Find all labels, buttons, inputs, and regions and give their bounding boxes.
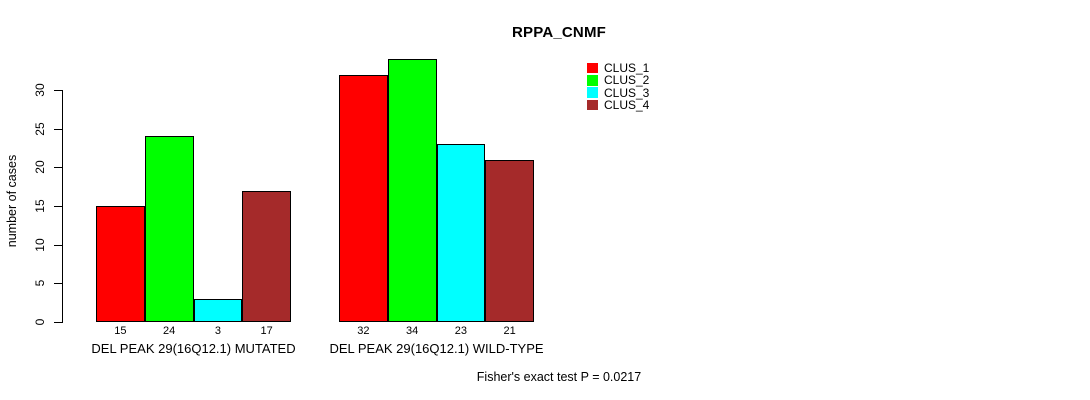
- bar-clus_1-group1: [96, 206, 145, 322]
- y-axis-tick: [54, 206, 62, 208]
- legend-item: CLUS_1: [587, 62, 649, 74]
- bar-clus_1-group2: [339, 74, 388, 322]
- legend-swatch-clus_4: [587, 99, 598, 111]
- legend-label: CLUS_4: [604, 98, 650, 113]
- legend-item: CLUS_2: [587, 74, 649, 86]
- legend-item: CLUS_4: [587, 99, 649, 111]
- y-axis-tick: [54, 244, 62, 246]
- bar-value-label: 34: [406, 325, 419, 337]
- bar-value-label: 17: [260, 325, 273, 337]
- x-group-label: DEL PEAK 29(16Q12.1) MUTATED: [91, 341, 296, 356]
- y-axis-tick: [54, 90, 62, 92]
- y-axis-tick: [54, 128, 62, 130]
- chart-title: RPPA_CNMF: [511, 24, 607, 41]
- legend-swatch-clus_3: [587, 87, 598, 98]
- footer-stat: Fisher's exact test P = 0.0217: [476, 370, 642, 384]
- bar-clus_2-group1: [144, 136, 194, 322]
- bar-value-label: 32: [357, 325, 370, 337]
- legend-label: CLUS_1: [604, 61, 650, 76]
- legend-label: CLUS_2: [604, 73, 650, 88]
- y-axis-tick-label: 0: [33, 318, 47, 326]
- legend-label: CLUS_3: [604, 85, 650, 100]
- y-axis-tick: [54, 283, 62, 285]
- bar-clus_3-group2: [436, 144, 486, 322]
- bar-clus_2-group2: [387, 59, 437, 322]
- y-axis-tick-label: 25: [33, 122, 47, 136]
- legend-swatch-clus_1: [587, 62, 598, 74]
- bar-value-label: 24: [163, 325, 176, 337]
- bar-clus_4-group2: [485, 159, 534, 322]
- y-axis-line: [62, 90, 63, 323]
- bar-value-label: 3: [214, 325, 221, 337]
- y-axis-tick: [54, 322, 62, 323]
- y-axis-tick-label: 30: [33, 83, 47, 97]
- bar-value-label: 23: [454, 325, 467, 337]
- y-axis-tick-label: 10: [33, 238, 47, 252]
- legend-item: CLUS_3: [587, 87, 649, 99]
- legend: CLUS_1 CLUS_2 CLUS_3 CLUS_4: [587, 62, 649, 111]
- bar-value-label: 15: [114, 325, 127, 337]
- y-axis-tick-label: 15: [33, 199, 47, 213]
- bar-clus_4-group1: [242, 190, 291, 322]
- x-group-label: DEL PEAK 29(16Q12.1) WILD-TYPE: [329, 341, 544, 356]
- legend-swatch-clus_2: [587, 75, 598, 86]
- y-axis-tick: [54, 167, 62, 169]
- y-axis-tick-label: 20: [33, 160, 47, 175]
- y-axis-tick-label: 5: [33, 280, 47, 287]
- bar-clus_3-group1: [193, 298, 243, 322]
- bar-value-label: 21: [503, 325, 516, 337]
